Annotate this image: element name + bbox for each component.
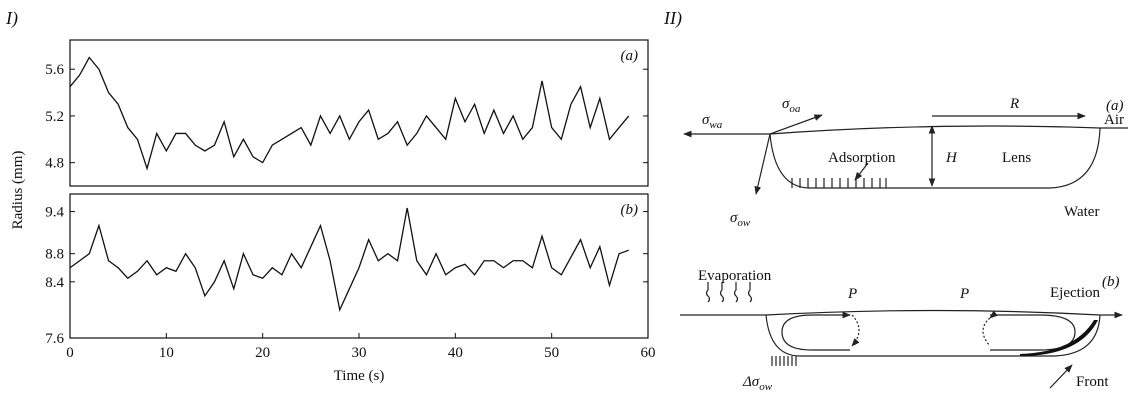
arrow (854, 162, 869, 181)
lens-top (769, 125, 1101, 135)
data-line (69, 56, 630, 171)
symbol: σow (730, 210, 751, 229)
data-line (69, 207, 629, 313)
adsorption-arrows (771, 356, 797, 366)
panel-label: I) (5, 8, 18, 29)
label: Water (1064, 204, 1099, 220)
y-tick-label: 8.8 (45, 247, 64, 263)
circulation (990, 314, 1076, 351)
y-tick-label: 8.4 (45, 275, 64, 291)
x-tick-label: 50 (544, 345, 559, 361)
circulation (851, 314, 860, 347)
y-tick-label: 4.8 (45, 156, 64, 172)
label: Adsorption (828, 150, 896, 166)
symbol: H (945, 150, 958, 166)
arrow (1049, 364, 1073, 389)
y-axis-label: Radius (mm) (10, 151, 26, 230)
lens-bottom (765, 314, 1101, 357)
x-tick-label: 0 (66, 345, 74, 361)
subfig-label: (a) (1106, 98, 1124, 114)
circulation (781, 311, 851, 351)
front-band (1020, 320, 1098, 356)
label: Lens (1002, 150, 1031, 166)
y-tick-label: 9.4 (45, 205, 64, 221)
label: Ejection (1050, 285, 1100, 301)
y-tick-label: 5.2 (45, 109, 64, 125)
y-tick-label: 5.6 (45, 62, 64, 78)
panel-label: II) (663, 8, 682, 29)
evaporation-arrows (705, 282, 753, 303)
y-tick-label: 7.6 (45, 331, 64, 347)
arrow (754, 133, 771, 195)
lens-top (765, 309, 1101, 316)
label: Air (1104, 112, 1124, 128)
label: Front (1076, 374, 1109, 390)
symbol: Δσow (742, 374, 773, 393)
plot-frame (69, 39, 649, 187)
symbol: σwa (702, 112, 723, 131)
symbol: P (959, 286, 969, 302)
arrow (769, 114, 823, 135)
x-tick-label: 30 (352, 345, 367, 361)
x-tick-label: 40 (448, 345, 463, 361)
x-axis-label: Time (s) (334, 368, 385, 384)
circulation (982, 310, 998, 347)
diagram-b: (b) Evaporation P P Ejection Δσow Front (680, 268, 1123, 393)
adsorption-arrows (791, 178, 887, 188)
label: Evaporation (698, 268, 772, 284)
symbol: σoa (782, 96, 801, 115)
lens-bottom (769, 127, 1101, 189)
x-tick-label: 60 (641, 345, 656, 361)
symbol: R (1009, 96, 1019, 112)
annotation: (b) (621, 202, 639, 218)
symbol: P (847, 286, 857, 302)
x-tick-label: 10 (159, 345, 174, 361)
x-tick-label: 20 (255, 345, 270, 361)
subfig-label: (b) (1102, 274, 1120, 290)
diagram-a: (a) σwa σoa R Air H Lens Adsorption σow … (683, 96, 1128, 229)
annotation: (a) (621, 48, 639, 64)
